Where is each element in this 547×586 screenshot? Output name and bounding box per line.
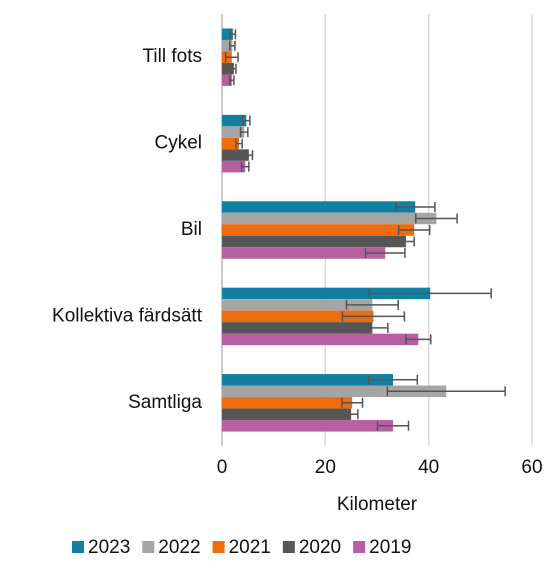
y-tick-label: Kollektiva färdsätt	[52, 305, 203, 326]
error-bar	[397, 225, 431, 235]
error-bar	[356, 322, 389, 333]
error-bar	[244, 150, 254, 161]
legend-label: 2020	[299, 537, 341, 558]
error-bar	[386, 386, 506, 397]
bar	[222, 39, 233, 52]
bar	[222, 420, 394, 432]
error-bar	[368, 288, 492, 299]
bar	[222, 126, 245, 138]
error-bar	[229, 29, 237, 40]
legend-swatch	[353, 541, 366, 553]
legend-swatch	[72, 541, 84, 553]
error-bar	[240, 161, 250, 172]
error-bar	[343, 409, 359, 420]
bar	[222, 74, 232, 86]
legend-label: 2021	[229, 537, 271, 558]
legend-swatch	[282, 541, 295, 553]
error-bar	[376, 420, 410, 431]
error-bar	[229, 75, 235, 86]
x-tick-label: 0	[217, 457, 228, 478]
bar	[222, 385, 447, 398]
error-bar	[364, 248, 406, 258]
bar	[222, 114, 247, 127]
bar	[222, 287, 431, 300]
x-axis-label: Kilometer	[337, 494, 418, 515]
error-bar	[235, 138, 243, 149]
bar	[222, 408, 352, 421]
bar	[222, 247, 386, 259]
error-bar	[396, 236, 415, 247]
error-bar	[415, 213, 458, 224]
y-tick-label: Samtliga	[128, 392, 202, 413]
x-tick-label: 20	[315, 457, 336, 478]
error-bar	[231, 63, 237, 74]
legend-swatch	[212, 541, 225, 553]
bar	[222, 160, 246, 173]
bar	[222, 299, 373, 311]
y-tick-label: Bil	[181, 219, 202, 240]
error-bar	[341, 397, 364, 408]
legend-label: 2019	[369, 537, 411, 558]
error-bar	[239, 127, 249, 138]
y-tick-label: Cykel	[154, 133, 202, 154]
error-bar	[229, 40, 236, 51]
bar	[222, 310, 374, 323]
error-bar	[405, 334, 432, 345]
legend-label: 2022	[158, 537, 200, 558]
error-bar	[224, 52, 239, 63]
bar	[222, 149, 249, 161]
x-tick-label: 40	[418, 457, 439, 478]
error-bar	[345, 299, 399, 310]
error-bar	[367, 374, 419, 385]
bar	[222, 235, 406, 248]
bar	[222, 62, 234, 75]
legend-swatch	[142, 541, 155, 553]
bar	[222, 322, 373, 334]
bar	[222, 224, 415, 236]
bar	[222, 374, 394, 386]
bar	[222, 201, 416, 213]
bar	[222, 397, 353, 409]
y-tick-label: Till fots	[143, 46, 202, 67]
legend-label: 2023	[88, 537, 130, 558]
bar	[222, 28, 233, 40]
bar	[222, 333, 419, 346]
error-bar	[341, 311, 406, 322]
bar	[222, 212, 437, 225]
error-bar	[241, 115, 251, 126]
bar	[222, 137, 240, 150]
x-tick-label: 60	[521, 457, 542, 478]
error-bar	[394, 202, 436, 212]
